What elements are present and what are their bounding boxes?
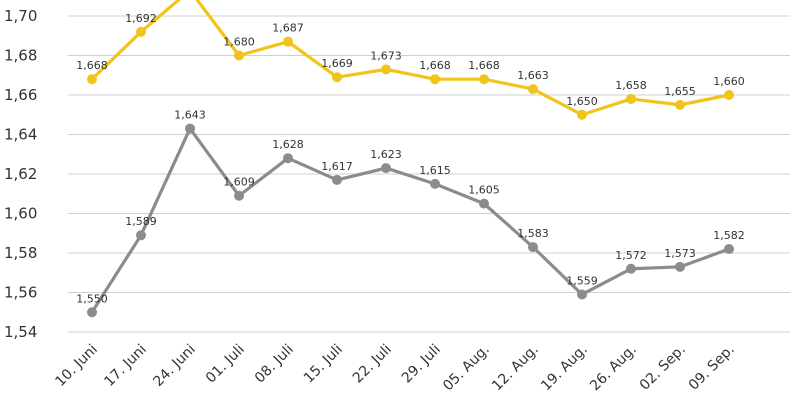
x-tick-label: 22. Juli <box>350 342 395 387</box>
data-point-lower <box>136 230 146 241</box>
data-label-upper: 1,673 <box>370 49 402 62</box>
data-label-lower: 1,589 <box>125 215 157 228</box>
x-tick-label: 29. Juli <box>399 342 444 387</box>
data-point-lower <box>626 263 636 274</box>
x-tick-label: 09. Sep. <box>686 342 738 394</box>
data-point-upper <box>234 50 244 61</box>
y-tick-label: 1,64 <box>4 126 37 144</box>
data-point-upper <box>430 74 440 85</box>
series-line-lower <box>90 126 730 314</box>
data-point-lower <box>381 163 391 174</box>
x-tick-label: 05. Aug. <box>440 342 493 395</box>
y-tick-label: 1,70 <box>4 7 37 25</box>
data-point-upper <box>381 64 391 75</box>
x-tick-label: 24. Juni <box>150 342 198 390</box>
data-point-lower <box>724 244 734 255</box>
data-point-lower <box>283 153 293 164</box>
data-point-lower <box>675 261 685 272</box>
y-tick-label: 1,58 <box>4 244 37 262</box>
data-label-lower: 1,643 <box>174 109 206 122</box>
data-label-upper: 1,660 <box>713 75 745 88</box>
data-point-lower <box>528 242 538 253</box>
data-point-upper <box>332 72 342 83</box>
x-tick-label: 02. Sep. <box>637 342 689 394</box>
data-point-lower <box>430 178 440 189</box>
data-label-upper: 1,650 <box>566 95 598 108</box>
data-label-lower: 1,573 <box>664 247 696 260</box>
data-point-lower <box>577 289 587 300</box>
data-label-lower: 1,605 <box>468 184 500 197</box>
data-label-upper: 1,668 <box>468 59 500 72</box>
data-label-lower: 1,550 <box>76 292 108 305</box>
data-label-upper: 1,680 <box>223 36 255 49</box>
data-point-lower <box>234 190 244 201</box>
data-point-upper <box>577 109 587 120</box>
data-label-lower: 1,623 <box>370 148 402 161</box>
data-label-lower: 1,617 <box>321 160 353 173</box>
data-point-lower <box>479 198 489 209</box>
x-tick-label: 01. Juli <box>203 342 248 387</box>
data-label-upper: 1,668 <box>419 59 451 72</box>
data-point-upper <box>283 36 293 47</box>
data-label-lower: 1,583 <box>517 227 549 240</box>
y-tick-label: 1,56 <box>4 284 37 302</box>
data-point-lower <box>87 307 97 318</box>
data-label-upper: 1,669 <box>321 57 353 70</box>
y-tick-label: 1,66 <box>4 86 37 104</box>
data-point-upper <box>87 74 97 85</box>
data-label-upper: 1,655 <box>664 85 696 98</box>
data-point-upper <box>479 74 489 85</box>
x-tick-label: 26. Aug. <box>587 342 640 395</box>
data-point-lower <box>185 123 195 134</box>
data-label-upper: 1,668 <box>76 59 108 72</box>
data-label-upper: 1,687 <box>272 22 304 35</box>
data-label-lower: 1,582 <box>713 229 745 242</box>
x-tick-label: 17. Juni <box>101 342 149 390</box>
data-label-lower: 1,572 <box>615 249 647 262</box>
y-tick-label: 1,60 <box>4 205 37 223</box>
data-label-lower: 1,628 <box>272 138 304 151</box>
y-tick-label: 1,54 <box>4 323 37 341</box>
data-label-lower: 1,615 <box>419 164 451 177</box>
data-point-upper <box>675 99 685 110</box>
y-tick-label: 1,68 <box>4 47 37 65</box>
data-point-lower <box>332 174 342 185</box>
data-label-lower: 1,609 <box>223 176 255 189</box>
data-label-lower: 1,559 <box>566 274 598 287</box>
x-tick-label: 19. Aug. <box>538 342 591 395</box>
x-tick-label: 08. Juli <box>252 342 297 387</box>
data-point-upper <box>724 90 734 100</box>
data-point-upper <box>626 93 636 104</box>
data-point-upper <box>136 26 146 37</box>
data-point-upper <box>528 84 538 95</box>
x-tick-label: 12. Aug. <box>489 342 542 395</box>
x-tick-label: 15. Juli <box>301 342 346 387</box>
data-label-upper: 1,692 <box>125 12 157 25</box>
data-label-upper: 1,658 <box>615 79 647 92</box>
series-line-upper <box>90 0 730 117</box>
data-label-upper: 1,663 <box>517 69 549 82</box>
x-tick-label: 10. Juni <box>52 342 100 390</box>
y-tick-label: 1,62 <box>4 165 37 183</box>
